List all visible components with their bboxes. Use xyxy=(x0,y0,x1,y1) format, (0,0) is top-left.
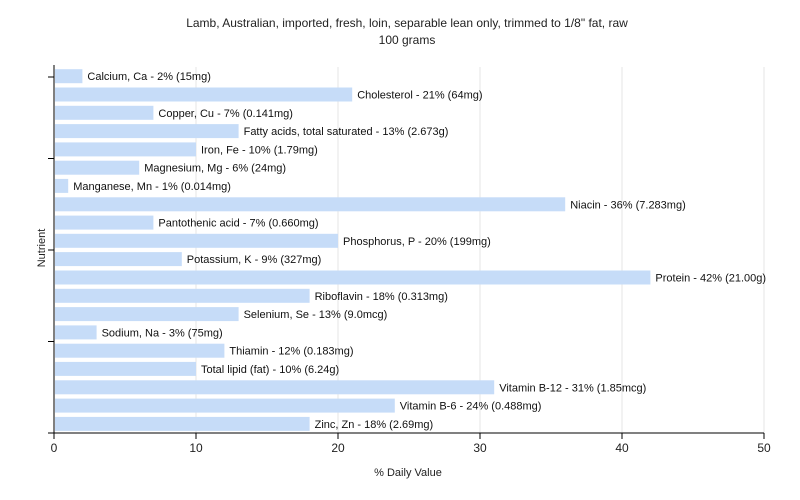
bar xyxy=(55,87,353,102)
bar-label: Potassium, K - 9% (327mg) xyxy=(187,254,321,266)
bar xyxy=(55,325,97,340)
bar-label: Iron, Fe - 10% (1.79mg) xyxy=(201,144,318,156)
chart-title: Lamb, Australian, imported, fresh, loin,… xyxy=(186,16,628,30)
bar xyxy=(55,105,154,120)
bar xyxy=(55,233,338,248)
bar xyxy=(55,307,239,322)
bar xyxy=(55,178,69,193)
x-tick-label-20: 20 xyxy=(331,441,345,455)
bar xyxy=(55,197,566,212)
axes xyxy=(48,65,764,439)
x-tick-label-10: 10 xyxy=(189,441,203,455)
bar-label: Vitamin B-6 - 24% (0.488mg) xyxy=(400,401,542,413)
bar-label: Protein - 42% (21.00g) xyxy=(655,273,766,285)
x-tick-labels: 0 10 20 30 40 50 xyxy=(51,433,771,455)
bar xyxy=(55,124,239,139)
bar xyxy=(55,160,140,175)
bar-label: Magnesium, Mg - 6% (24mg) xyxy=(144,163,286,175)
bar-label: Calcium, Ca - 2% (15mg) xyxy=(87,71,210,83)
bar xyxy=(55,380,495,395)
x-tick-label-0: 0 xyxy=(51,441,58,455)
bar xyxy=(55,69,83,84)
x-axis-label: % Daily Value xyxy=(374,467,442,479)
grid-lines xyxy=(195,67,765,433)
bar xyxy=(55,398,395,413)
bar-label: Vitamin B-12 - 31% (1.85mcg) xyxy=(499,382,646,394)
y-axis-label: Nutrient xyxy=(36,229,48,268)
x-tick-label-50: 50 xyxy=(757,441,771,455)
bar xyxy=(55,215,154,230)
bar xyxy=(55,343,225,358)
bar xyxy=(55,361,196,376)
bar-label: Copper, Cu - 7% (0.141mg) xyxy=(158,108,293,120)
bar-label: Cholesterol - 21% (64mg) xyxy=(357,90,482,102)
bar-label: Manganese, Mn - 1% (0.014mg) xyxy=(73,181,231,193)
bar xyxy=(55,416,310,431)
bar-label: Fatty acids, total saturated - 13% (2.67… xyxy=(244,126,449,138)
bars: Calcium, Ca - 2% (15mg) Cholesterol - 21%… xyxy=(55,69,766,431)
bar-label: Pantothenic acid - 7% (0.660mg) xyxy=(158,218,318,230)
bar-label: Total lipid (fat) - 10% (6.24g) xyxy=(201,364,339,376)
bar-label: Thiamin - 12% (0.183mg) xyxy=(229,346,353,358)
bar xyxy=(55,142,196,157)
x-tick-label-30: 30 xyxy=(473,441,487,455)
bar-label: Sodium, Na - 3% (75mg) xyxy=(102,327,223,339)
chart-subtitle: 100 grams xyxy=(379,33,436,47)
bar xyxy=(55,288,310,303)
bar-label: Zinc, Zn - 18% (2.69mg) xyxy=(315,419,434,431)
bar xyxy=(55,270,651,285)
bar-label: Niacin - 36% (7.283mg) xyxy=(570,199,686,211)
x-tick-label-40: 40 xyxy=(615,441,629,455)
bar-label: Selenium, Se - 13% (9.0mcg) xyxy=(244,309,388,321)
bar xyxy=(55,252,182,267)
bar-label: Riboflavin - 18% (0.313mg) xyxy=(315,291,448,303)
bar-label: Phosphorus, P - 20% (199mg) xyxy=(343,236,491,248)
